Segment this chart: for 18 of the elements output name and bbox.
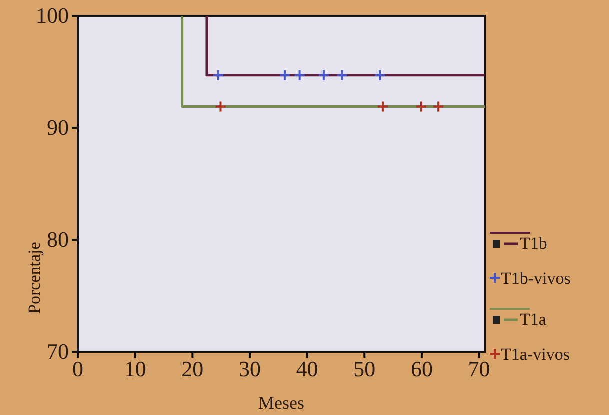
- legend-label: T1a-vivos: [501, 345, 570, 364]
- y-tick-label: 80: [47, 227, 69, 252]
- x-tick-label: 60: [410, 356, 433, 382]
- x-tick-label: 10: [124, 356, 146, 382]
- y-axis-title: Porcentaje: [25, 242, 44, 314]
- x-tick-label: 20: [182, 356, 204, 382]
- y-tick-label: 90: [47, 115, 69, 140]
- x-tick-label: 70: [468, 356, 490, 382]
- y-tick-label: 70: [47, 339, 69, 364]
- legend-label: T1a: [520, 310, 547, 329]
- legend-label: T1b-vivos: [501, 269, 571, 288]
- x-axis-title: Meses: [258, 393, 304, 413]
- legend-label: T1b: [520, 234, 548, 253]
- x-tick-label: 40: [296, 356, 318, 382]
- y-tick-label: 100: [36, 3, 69, 28]
- x-tick-label: 30: [238, 356, 261, 382]
- x-tick-label: 50: [354, 356, 376, 382]
- x-tick-label: 0: [72, 356, 84, 382]
